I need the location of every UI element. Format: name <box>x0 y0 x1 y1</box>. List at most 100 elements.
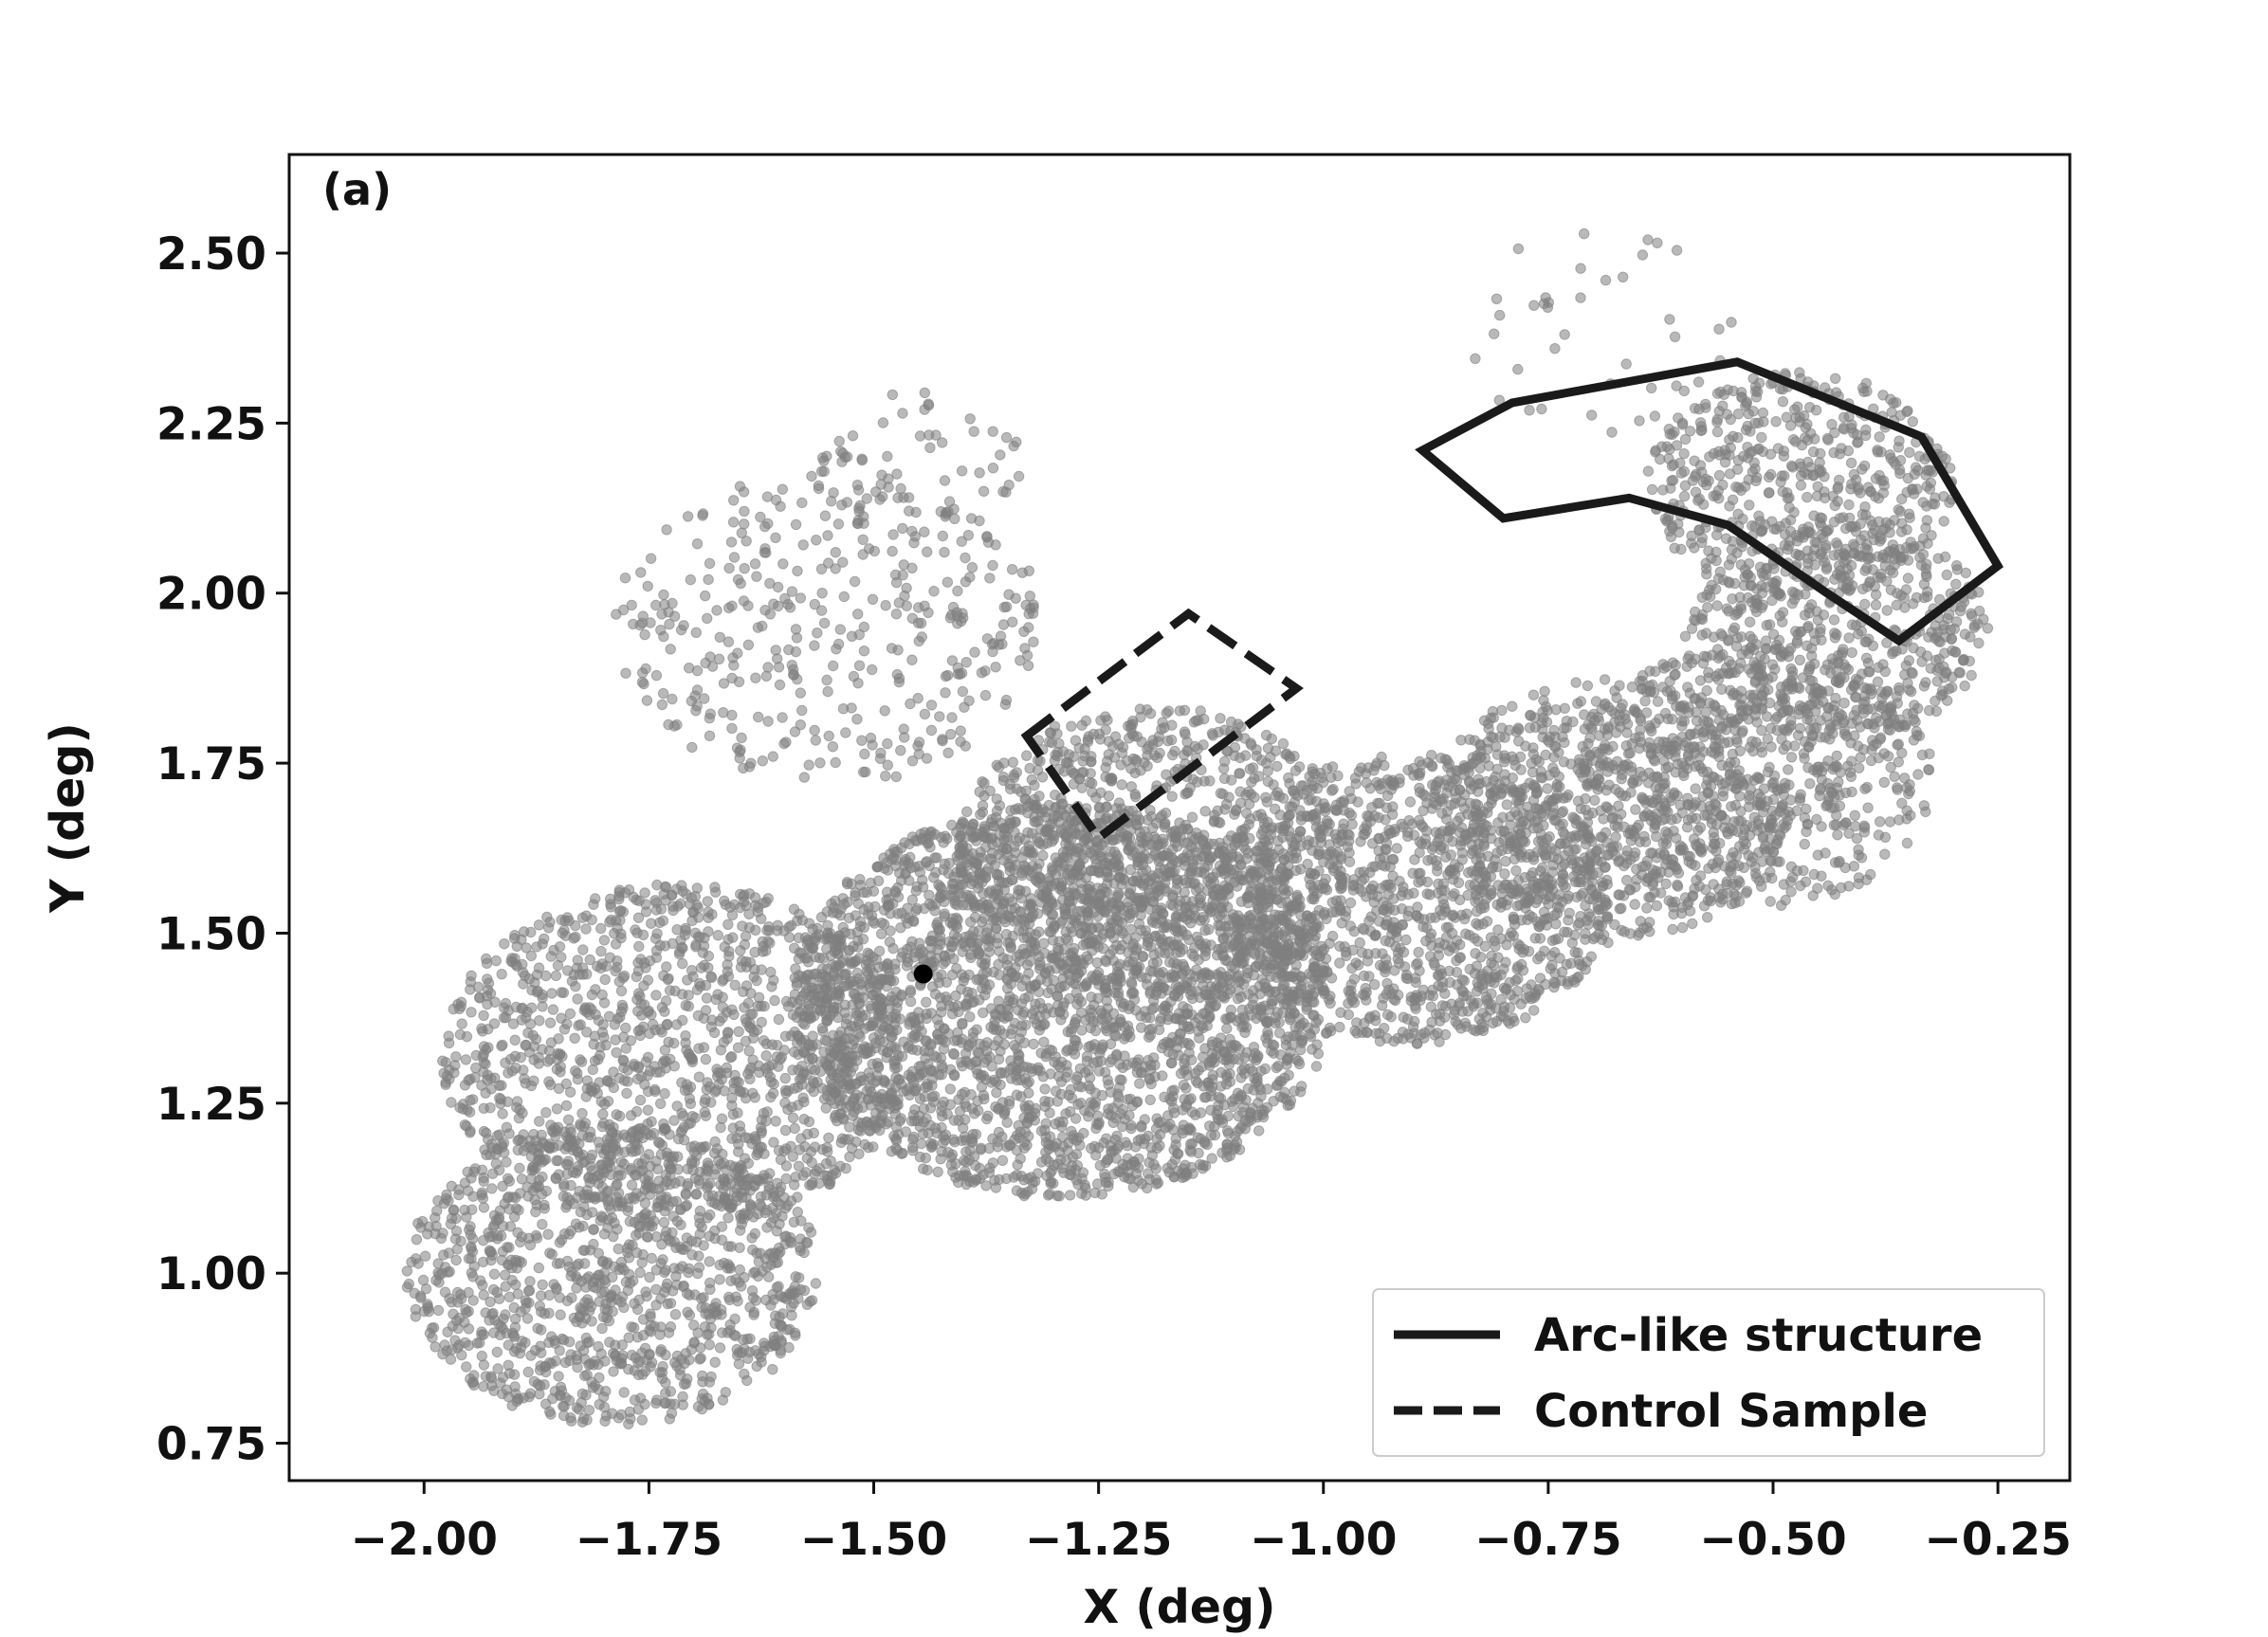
scatter-point <box>655 1149 668 1160</box>
scatter-point <box>1253 1125 1265 1137</box>
scatter-point <box>497 1108 508 1119</box>
scatter-point <box>712 930 723 941</box>
scatter-point <box>1136 1119 1147 1132</box>
scatter-point <box>539 1199 550 1211</box>
scatter-point <box>1239 1027 1251 1039</box>
scatter-point <box>733 1358 745 1370</box>
scatter-point <box>581 1369 593 1381</box>
scatter-point <box>1178 1080 1190 1091</box>
scatter-point <box>700 1053 712 1065</box>
scatter-point <box>503 1242 515 1253</box>
scatter-point <box>1005 1063 1016 1075</box>
scatter-point <box>485 1246 496 1258</box>
scatter-point <box>850 1078 862 1090</box>
scatter-point <box>515 1236 526 1248</box>
scatter-point <box>694 1354 705 1365</box>
scatter-point <box>808 1127 819 1139</box>
scatter-point <box>772 925 783 937</box>
scatter-point <box>646 1356 658 1369</box>
scatter-point <box>500 1281 511 1292</box>
scatter-point <box>555 1309 566 1320</box>
scatter-point <box>604 1337 615 1348</box>
scatter-point <box>815 912 828 923</box>
scatter-point <box>595 922 607 935</box>
scatter-point <box>660 1063 671 1074</box>
scatter-point <box>626 1349 638 1361</box>
scatter-point <box>1054 1062 1067 1073</box>
scatter-point <box>598 935 611 946</box>
scatter-point <box>743 1046 755 1057</box>
scatter-point <box>415 1292 427 1303</box>
scatter-point <box>580 923 592 935</box>
scatter-point <box>671 1019 683 1030</box>
scatter-point <box>737 920 748 932</box>
scatter-point <box>936 1059 947 1071</box>
scatter-point <box>611 1046 622 1059</box>
scatter-point <box>631 1105 643 1118</box>
scatter-point <box>1281 1059 1292 1070</box>
scatter-point <box>556 987 567 998</box>
scatter-points <box>401 227 1994 1430</box>
scatter-point <box>821 1141 832 1154</box>
scatter-point <box>683 1119 694 1130</box>
scatter-point <box>1245 1009 1257 1021</box>
scatter-point <box>518 1064 529 1076</box>
scatter-point <box>990 1101 1001 1113</box>
scatter-point <box>622 1201 634 1213</box>
scatter-point <box>494 1293 505 1304</box>
scatter-point <box>901 1084 913 1097</box>
scatter-point <box>717 1148 728 1160</box>
scatter-point <box>1219 1046 1232 1059</box>
scatter-point <box>478 1359 490 1371</box>
scatter-point <box>948 954 960 965</box>
scatter-point <box>548 1279 559 1290</box>
scatter-point <box>749 1228 760 1240</box>
scatter-point <box>753 1060 764 1072</box>
scatter-point <box>621 1243 633 1254</box>
scatter-point <box>456 1018 467 1029</box>
scatter-point <box>499 1269 511 1281</box>
scatter-point <box>680 1188 691 1199</box>
scatter-point <box>1186 1054 1198 1065</box>
scatter-point <box>692 1327 704 1338</box>
scatter-point <box>816 963 829 974</box>
scatter-point <box>931 1013 943 1026</box>
scatter-point <box>1192 1077 1203 1089</box>
scatter-point <box>1310 1061 1323 1072</box>
scatter-point <box>588 1359 599 1371</box>
scatter-point <box>417 1274 430 1286</box>
scatter-point <box>699 932 710 944</box>
scatter-point <box>917 834 928 846</box>
scatter-point <box>540 970 552 982</box>
scatter-point <box>554 1345 565 1356</box>
scatter-point <box>961 900 974 911</box>
scatter-point <box>872 1062 885 1074</box>
scatter-point <box>509 1034 521 1046</box>
scatter-point <box>696 1221 707 1233</box>
scatter-point <box>989 1174 1000 1186</box>
scatter-point <box>867 952 879 963</box>
scatter-point <box>537 1279 548 1291</box>
scatter-point <box>462 1166 473 1178</box>
scatter-point <box>624 1406 635 1418</box>
scatter-point <box>987 1157 999 1169</box>
scatter-point <box>1232 992 1244 1005</box>
scatter-point <box>545 951 557 962</box>
scatter-point <box>683 1048 694 1060</box>
scatter-point <box>858 921 870 933</box>
scatter-point <box>503 1291 516 1303</box>
scatter-point <box>823 1132 834 1144</box>
scatter-point <box>715 1121 726 1134</box>
scatter-point <box>615 1170 627 1181</box>
scatter-point <box>773 1331 784 1342</box>
scatter-point <box>633 1228 645 1239</box>
scatter-point <box>455 1289 466 1301</box>
scatter-point <box>714 1274 725 1285</box>
scatter-point <box>524 1388 537 1399</box>
scatter-point <box>1161 1036 1173 1048</box>
scatter-point <box>1015 1126 1026 1137</box>
scatter-point <box>831 944 842 955</box>
scatter-point <box>594 1399 605 1410</box>
scatter-point <box>1089 1087 1102 1099</box>
scatter-point <box>539 1308 551 1319</box>
